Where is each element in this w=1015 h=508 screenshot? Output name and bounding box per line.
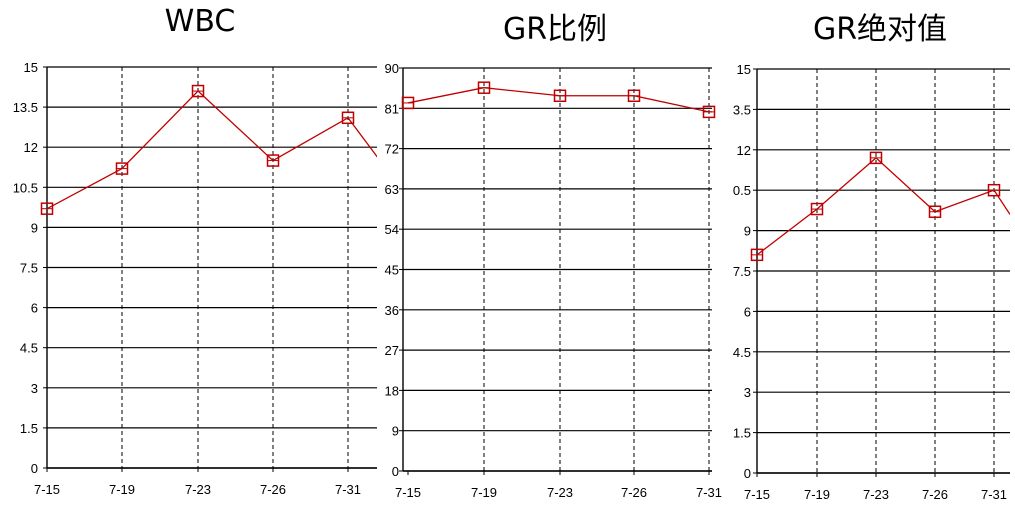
tick-label-x-gr-absolute-3: 7-26 (922, 487, 948, 502)
data-point-wbc-0 (40, 202, 54, 215)
tick-label-y-gr-ratio-1: 9 (392, 424, 399, 439)
tick-label-x-wbc-3: 7-26 (260, 482, 286, 497)
tick-label-y-wbc-6: 9 (31, 220, 38, 235)
tick-label-y-gr-absolute-10: 15 (737, 62, 751, 77)
tick-label-x-wbc-2: 7-23 (185, 482, 211, 497)
tick-label-y-gr-ratio-3: 27 (385, 343, 399, 358)
tick-label-x-gr-absolute-0: 7-15 (744, 487, 770, 502)
data-point-wbc-1 (115, 162, 129, 175)
tick-label-x-gr-ratio-4: 7-31 (696, 485, 722, 500)
data-point-gr-ratio-3 (627, 89, 641, 103)
data-point-gr-absolute-3 (928, 205, 942, 218)
tick-label-y-gr-absolute-2: 3 (744, 385, 751, 400)
tick-label-y-gr-ratio-0: 0 (392, 464, 399, 479)
data-point-wbc-2 (191, 84, 205, 98)
tick-label-y-gr-ratio-5: 45 (385, 263, 399, 278)
chart-title-wbc: WBC (164, 4, 236, 39)
tick-label-y-gr-absolute-1: 1.5 (733, 426, 751, 441)
data-point-gr-ratio-0 (401, 96, 415, 110)
data-point-gr-absolute-2 (869, 151, 883, 165)
tick-label-x-gr-ratio-1: 7-19 (471, 485, 497, 500)
tick-label-x-gr-absolute-4: 7-31 (981, 487, 1007, 502)
tick-label-y-gr-ratio-8: 72 (385, 142, 399, 157)
tick-label-x-gr-ratio-2: 7-23 (547, 485, 573, 500)
data-point-wbc-3 (266, 154, 280, 167)
tick-label-x-wbc-4: 7-31 (335, 482, 361, 497)
tick-label-y-gr-absolute-0: 0 (744, 466, 751, 481)
tick-label-y-gr-ratio-9: 81 (385, 101, 399, 116)
tick-label-y-wbc-1: 1.5 (20, 421, 38, 436)
tick-label-x-gr-ratio-0: 7-15 (395, 485, 421, 500)
data-point-gr-absolute-0 (750, 248, 764, 262)
tick-label-y-gr-ratio-10: 90 (385, 61, 399, 76)
tick-label-x-wbc-0: 7-15 (34, 482, 60, 497)
data-point-gr-ratio-1 (477, 81, 491, 94)
tick-label-y-gr-absolute-8: 12 (737, 143, 751, 158)
tick-label-y-wbc-9: 13.5 (13, 100, 38, 115)
data-point-gr-ratio-2 (553, 89, 567, 103)
tick-label-y-gr-absolute-4: 6 (744, 304, 751, 319)
tick-label-y-wbc-4: 6 (31, 301, 38, 316)
tick-label-y-wbc-2: 3 (31, 381, 38, 396)
series-line-wbc (47, 90, 377, 210)
tick-label-y-wbc-0: 0 (31, 461, 38, 476)
tick-label-y-gr-absolute-6: 9 (744, 224, 751, 239)
data-point-gr-absolute-1 (810, 202, 824, 216)
tick-label-x-gr-ratio-3: 7-26 (621, 485, 647, 500)
tick-label-y-wbc-5: 7.5 (20, 261, 38, 276)
tick-label-y-gr-absolute-7: 0.5 (733, 183, 751, 198)
chart-title-gr-ratio: GR比例 (502, 12, 608, 47)
tick-label-y-gr-absolute-5: 7.5 (733, 264, 751, 279)
tick-label-y-wbc-7: 10.5 (13, 180, 38, 195)
tick-label-y-gr-ratio-7: 63 (385, 182, 399, 197)
tick-label-y-gr-ratio-2: 18 (385, 383, 399, 398)
tick-label-x-gr-absolute-2: 7-23 (863, 487, 889, 502)
tick-label-y-gr-ratio-6: 54 (385, 222, 399, 237)
tick-label-x-wbc-1: 7-19 (109, 482, 135, 497)
tick-label-y-wbc-8: 12 (24, 140, 38, 155)
tick-label-y-gr-ratio-4: 36 (385, 303, 399, 318)
data-point-wbc-4 (341, 111, 355, 125)
chart-title-gr-absolute: GR绝对值 (812, 12, 948, 47)
tick-label-y-wbc-3: 4.5 (20, 341, 38, 356)
data-point-gr-ratio-4 (702, 105, 716, 119)
tick-label-x-gr-absolute-1: 7-19 (804, 487, 830, 502)
tick-label-y-gr-absolute-9: 3.5 (733, 102, 751, 117)
tick-label-y-wbc-10: 15 (24, 60, 38, 75)
tick-label-y-gr-absolute-3: 4.5 (733, 345, 751, 360)
series-line-gr-absolute (757, 157, 1010, 256)
data-point-gr-absolute-4 (987, 183, 1001, 197)
